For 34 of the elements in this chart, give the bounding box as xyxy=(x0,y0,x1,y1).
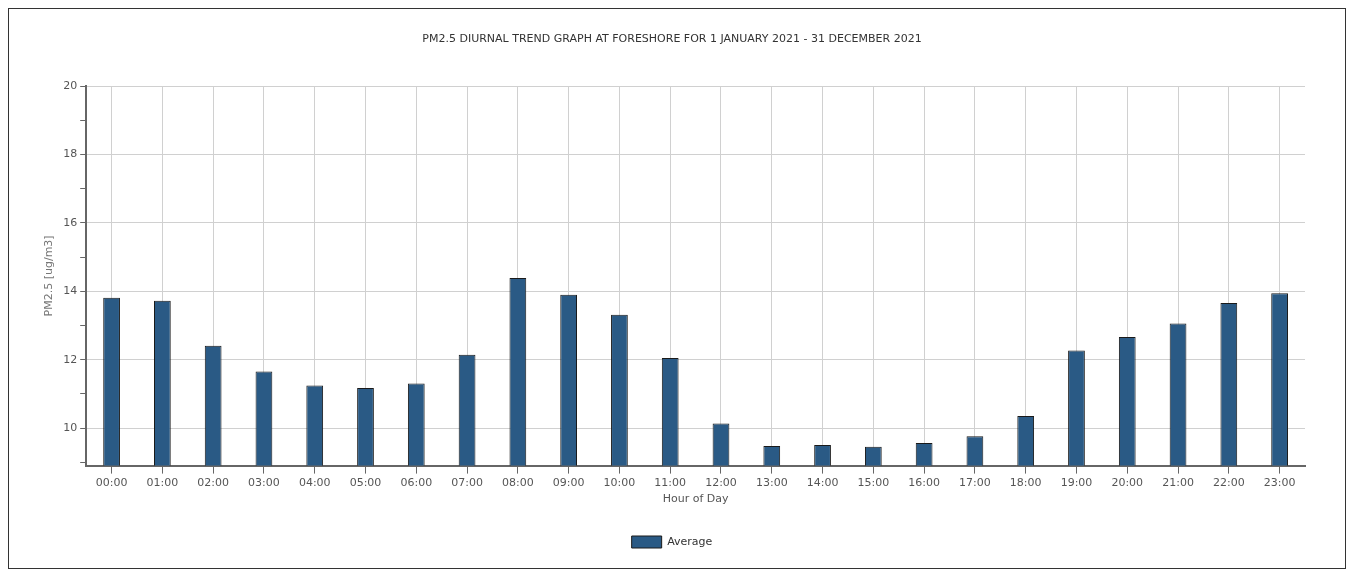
x-tick-label: 13:00 xyxy=(755,476,788,490)
x-tick-label: 11:00 xyxy=(654,476,687,490)
y-tick-label: 18 xyxy=(63,147,78,161)
x-tick-label: 05:00 xyxy=(349,476,382,490)
x-tick-label: 04:00 xyxy=(298,476,331,490)
x-tick-label: 08:00 xyxy=(502,476,534,490)
x-tick-label: 23:00 xyxy=(1263,476,1296,490)
x-tick-label: 06:00 xyxy=(400,476,433,490)
y-axis-title: PM2.5 [ug/m3] xyxy=(42,235,56,317)
x-tick-label: 00:00 xyxy=(95,476,128,490)
x-tick-label: 10:00 xyxy=(603,476,636,490)
x-tick-label: 19:00 xyxy=(1060,476,1093,490)
y-tick-label: 20 xyxy=(63,79,78,93)
y-tick-label: 16 xyxy=(63,215,78,229)
x-tick-label: 02:00 xyxy=(197,476,230,490)
x-tick-label: 12:00 xyxy=(705,476,737,490)
y-tick-label: 10 xyxy=(63,420,78,434)
x-tick-label: 03:00 xyxy=(248,476,280,490)
x-tick-label: 16:00 xyxy=(908,476,940,490)
x-axis-title: Hour of Day xyxy=(662,492,729,506)
x-tick-label: 09:00 xyxy=(552,476,585,490)
x-tick-label: 18:00 xyxy=(1009,476,1042,490)
y-tick-label: 14 xyxy=(63,284,78,298)
x-tick-label: 17:00 xyxy=(959,476,991,490)
x-tick-label: 07:00 xyxy=(451,476,483,490)
x-tick-label: 14:00 xyxy=(806,476,839,490)
chart-title: PM2.5 DIURNAL TREND GRAPH AT FORESHORE FOR 1 JANUARY 2021 - 31 DECEMBER 2021 xyxy=(422,32,922,46)
legend-label: Average xyxy=(667,534,713,548)
x-tick-label: 15:00 xyxy=(857,476,890,490)
x-tick-label: 20:00 xyxy=(1111,476,1144,490)
y-tick-label: 12 xyxy=(63,352,78,366)
x-tick-label: 01:00 xyxy=(146,476,179,490)
x-tick-label: 22:00 xyxy=(1212,476,1245,490)
x-tick-label: 21:00 xyxy=(1162,476,1194,490)
